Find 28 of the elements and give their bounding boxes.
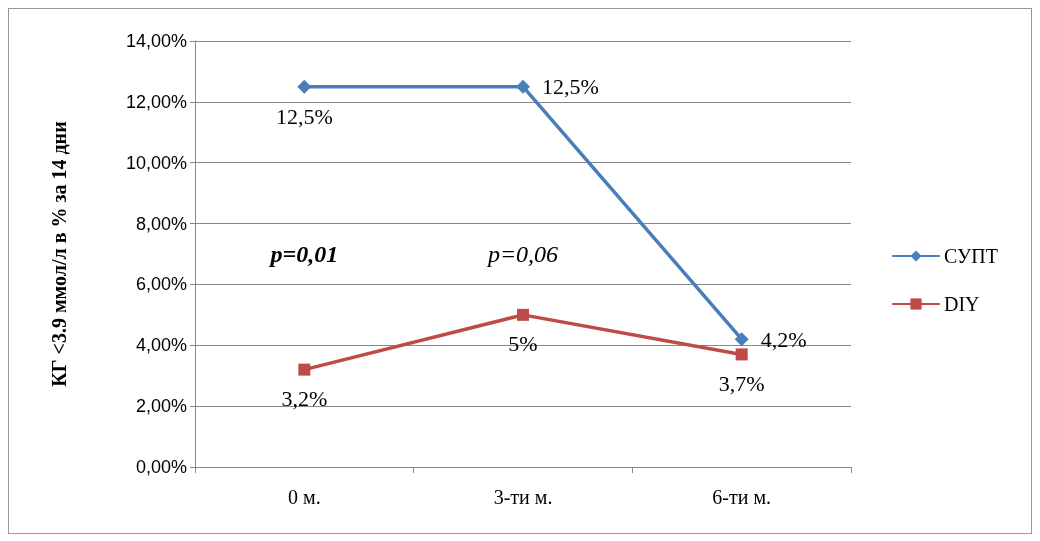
point <box>297 79 312 94</box>
x-tick-label: 3-ти м. <box>493 486 553 508</box>
data-label: 4,2% <box>760 326 807 352</box>
y-tick-label: 14,00% <box>125 31 187 51</box>
point <box>516 79 530 94</box>
y-tick-label: 10,00% <box>125 152 187 173</box>
point <box>734 332 749 347</box>
x-tick-label: 0 м. <box>288 486 321 508</box>
point <box>735 348 748 361</box>
y-tick-label: 8,00% <box>135 213 187 234</box>
data-label: 12,5% <box>275 104 333 130</box>
point <box>298 363 311 376</box>
point <box>517 308 529 321</box>
data-label: 5% <box>508 331 538 357</box>
x-tick-label: 6-ти м. <box>712 486 772 508</box>
data-label: 3,2% <box>281 386 328 412</box>
annotation: p=0,06 <box>485 241 559 267</box>
legend-label: СУПТ <box>944 245 998 267</box>
annotation: p=0,01 <box>268 241 339 267</box>
legend-label: DIY <box>944 293 980 315</box>
y-axis-title: КГ <3.9 ммол/л в % за 14 дни <box>48 121 70 387</box>
data-label: 3,7% <box>718 370 765 396</box>
y-tick-label: 4,00% <box>135 335 187 356</box>
y-tick-label: 6,00% <box>135 274 187 295</box>
y-tick-label: 0,00% <box>135 457 187 477</box>
y-tick-label: 12,00% <box>125 91 187 112</box>
y-tick-label: 2,00% <box>135 396 187 417</box>
data-label: 12,5% <box>542 74 599 100</box>
